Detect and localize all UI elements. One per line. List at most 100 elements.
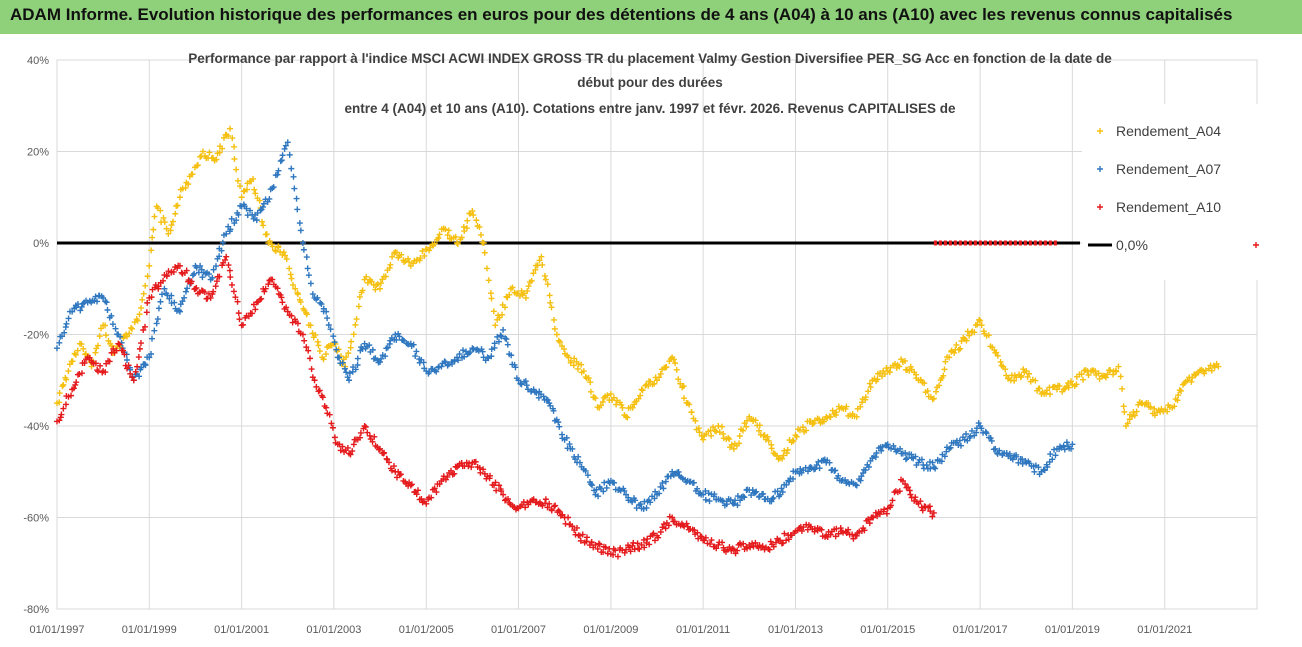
data-point xyxy=(281,145,288,152)
data-point xyxy=(815,458,822,465)
data-point xyxy=(793,433,800,440)
data-point xyxy=(941,366,948,373)
data-point xyxy=(643,504,650,511)
data-point xyxy=(98,325,105,332)
data-point xyxy=(219,239,226,246)
data-point xyxy=(234,177,241,184)
data-point xyxy=(1068,445,1075,452)
data-point xyxy=(72,351,79,358)
data-point xyxy=(327,326,334,333)
data-point xyxy=(896,488,903,495)
data-point xyxy=(347,451,354,458)
data-point xyxy=(252,190,259,197)
data-point xyxy=(407,482,414,489)
x-tick-label: 01/01/2005 xyxy=(399,624,454,636)
data-point xyxy=(117,333,124,340)
data-point xyxy=(766,546,773,553)
data-point xyxy=(541,272,548,279)
data-point xyxy=(421,252,428,259)
data-point xyxy=(176,262,183,269)
data-point xyxy=(874,376,881,383)
data-point xyxy=(768,445,775,452)
data-point xyxy=(544,397,551,404)
legend-label: Rendement_A07 xyxy=(1116,161,1221,177)
data-point xyxy=(341,365,348,372)
data-point xyxy=(398,251,405,258)
data-point xyxy=(971,329,978,336)
data-point xyxy=(878,447,885,454)
data-point xyxy=(435,364,442,371)
data-point xyxy=(872,454,879,461)
data-point xyxy=(936,382,943,389)
data-point xyxy=(929,459,936,466)
data-point xyxy=(918,456,925,463)
data-point xyxy=(222,256,229,263)
data-point xyxy=(171,299,178,306)
data-point xyxy=(469,345,476,352)
data-point xyxy=(375,446,382,453)
data-point xyxy=(827,414,834,421)
data-point xyxy=(226,267,233,274)
data-point xyxy=(441,358,448,365)
data-point xyxy=(142,362,149,369)
data-point xyxy=(865,388,872,395)
data-point xyxy=(783,481,790,488)
data-point xyxy=(179,298,186,305)
data-point xyxy=(536,257,543,264)
data-point xyxy=(303,254,310,261)
data-point xyxy=(166,295,173,302)
data-point xyxy=(336,441,343,448)
data-point xyxy=(665,522,672,529)
data-point xyxy=(212,283,219,290)
data-point xyxy=(81,360,88,367)
data-point xyxy=(155,283,162,290)
legend-box xyxy=(1082,104,1260,280)
data-point xyxy=(366,342,373,349)
data-point xyxy=(675,376,682,383)
data-point xyxy=(902,456,909,463)
data-point xyxy=(686,401,693,408)
data-point xyxy=(150,226,157,233)
data-point xyxy=(127,370,134,377)
chart-title-line-3: entre 4 (A04) et 10 ans (A10). Cotations… xyxy=(344,101,956,116)
data-point xyxy=(887,502,894,509)
data-point xyxy=(889,497,896,504)
data-point xyxy=(556,339,563,346)
data-point xyxy=(354,361,361,368)
data-point xyxy=(207,294,214,301)
data-point xyxy=(192,285,199,292)
data-point xyxy=(294,320,301,327)
data-point xyxy=(73,379,80,386)
y-tick-label: -20% xyxy=(23,330,49,342)
data-point xyxy=(1211,364,1218,371)
data-point xyxy=(484,354,491,361)
data-point xyxy=(296,220,303,227)
data-point xyxy=(452,233,459,240)
data-point xyxy=(736,432,743,439)
data-point xyxy=(274,171,281,178)
data-point xyxy=(417,255,424,262)
data-point xyxy=(582,467,589,474)
data-point xyxy=(767,538,774,545)
data-point xyxy=(326,411,333,418)
data-point xyxy=(680,395,687,402)
data-point xyxy=(165,230,172,237)
data-point xyxy=(548,507,555,514)
data-point xyxy=(343,354,350,361)
data-point xyxy=(189,171,196,178)
data-point xyxy=(569,523,576,530)
data-point xyxy=(890,442,897,449)
data-point xyxy=(376,445,383,452)
data-point xyxy=(382,353,389,360)
data-point xyxy=(138,304,145,311)
data-point xyxy=(992,445,999,452)
data-point xyxy=(333,346,340,353)
data-point xyxy=(283,256,290,263)
data-point xyxy=(116,341,123,348)
data-point xyxy=(976,316,983,323)
data-point xyxy=(136,345,143,352)
data-point xyxy=(997,358,1004,365)
chart-legend: Rendement_A04 Rendement_A07 Rendement_A10 0… xyxy=(1082,104,1260,280)
data-point xyxy=(301,337,308,344)
data-point xyxy=(151,213,158,220)
